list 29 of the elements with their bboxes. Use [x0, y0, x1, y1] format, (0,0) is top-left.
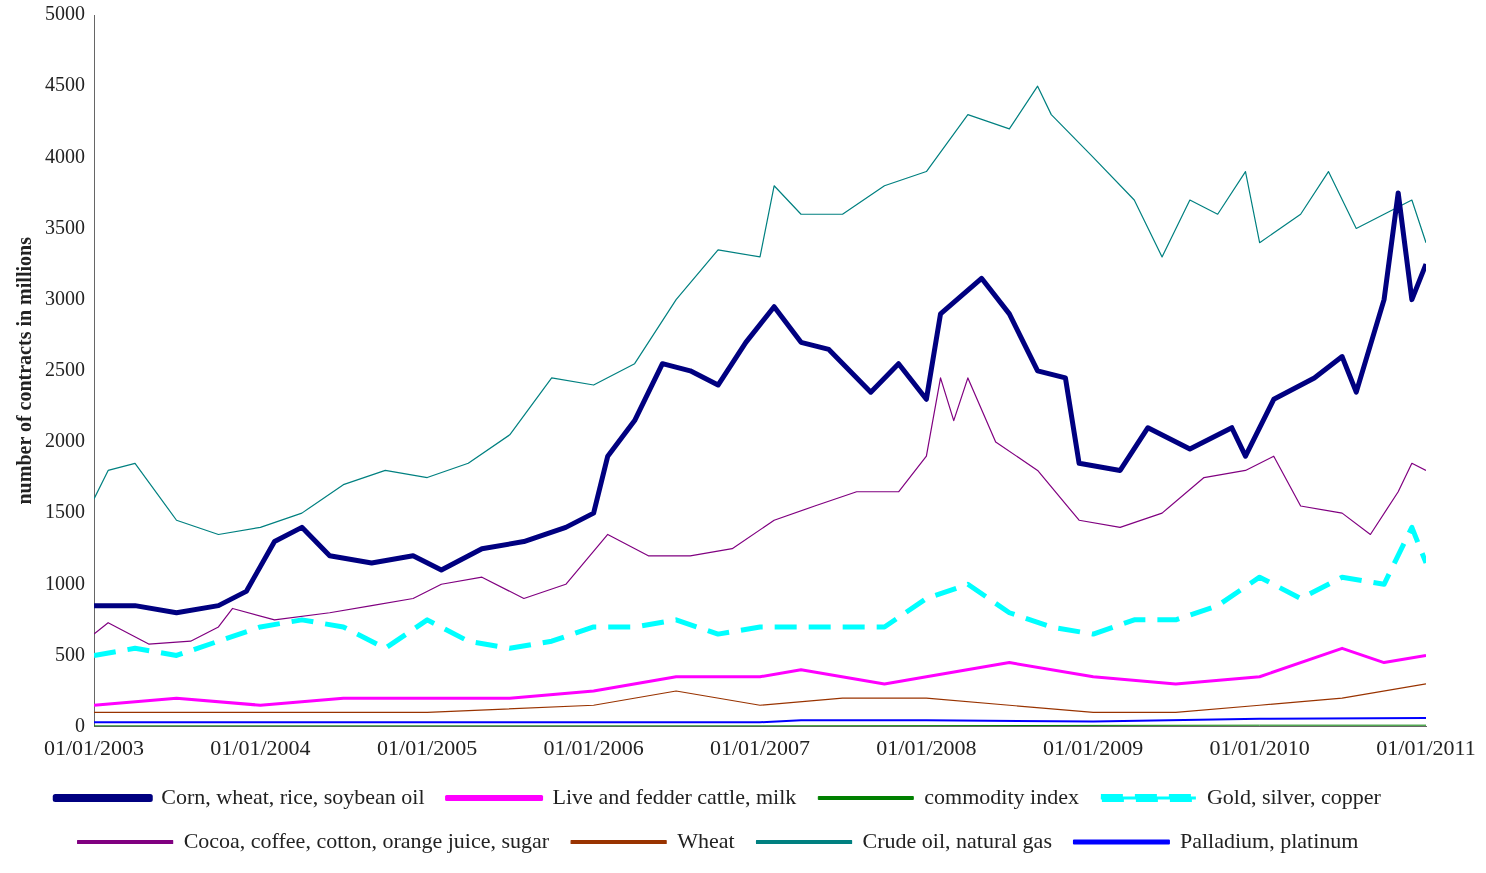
- legend-label: Corn, wheat, rice, soybean oil: [161, 783, 425, 809]
- legend-label: Palladium, platinum: [1179, 827, 1359, 853]
- y-tick-label: 500: [55, 642, 85, 665]
- x-tick-label: 01/01/2009: [1043, 734, 1144, 760]
- x-tick-label: 01/01/2004: [210, 734, 311, 760]
- legend-label: commodity index: [924, 783, 1079, 809]
- legend-label: Gold, silver, copper: [1206, 783, 1382, 809]
- y-tick-label: 3000: [45, 286, 85, 309]
- x-tick-label: 01/01/2003: [43, 734, 145, 760]
- legend-label: Cocoa, coffee, cotton, orange juice, sugar: [183, 827, 550, 853]
- y-tick-label: 1000: [45, 571, 85, 594]
- x-tick-label: 01/01/2010: [1209, 734, 1310, 760]
- y-tick-label: 3500: [45, 215, 85, 238]
- y-tick-label: 1500: [45, 500, 85, 523]
- y-tick-label: 2000: [45, 429, 85, 452]
- y-tick-label: 0: [75, 713, 85, 736]
- legend-label: Wheat: [677, 827, 735, 853]
- y-tick-label: 4500: [45, 73, 85, 96]
- y-tick-label: 2500: [45, 358, 85, 381]
- x-tick-label: 01/01/2008: [876, 734, 977, 760]
- x-tick-label: 01/01/2006: [543, 734, 644, 760]
- legend-label: Crude oil, natural gas: [862, 827, 1052, 853]
- y-axis-title: number of contracts in millions: [13, 236, 36, 505]
- x-tick-label: 01/01/2007: [709, 734, 811, 760]
- legend-label: Live and fedder cattle, milk: [552, 783, 797, 809]
- x-tick-label: 01/01/2011: [1376, 734, 1476, 760]
- y-tick-label: 4000: [45, 144, 85, 167]
- x-tick-label: 01/01/2005: [377, 734, 478, 760]
- y-tick-label: 5000: [45, 2, 85, 25]
